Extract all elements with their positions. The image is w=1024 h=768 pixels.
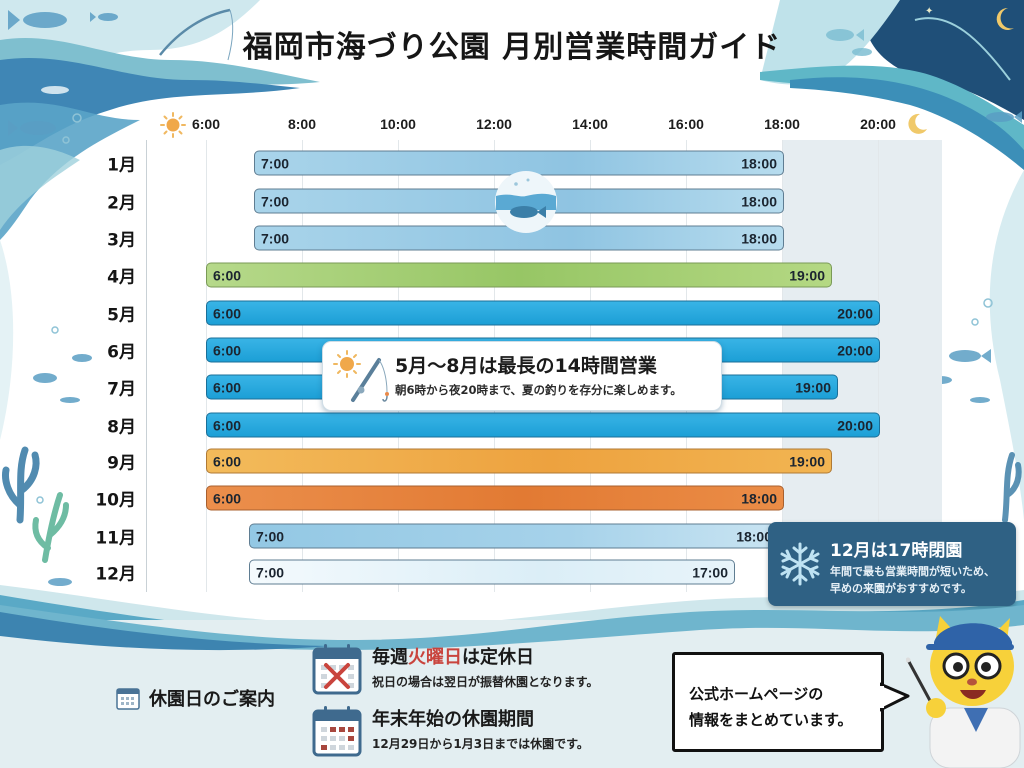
month-label: 9月: [107, 453, 136, 474]
tick-label: 16:00: [668, 116, 704, 132]
open-time: 6:00: [213, 417, 242, 433]
hours-bar-sep: 6:00 19:00: [206, 448, 832, 474]
gridline-20: [878, 140, 879, 592]
tick-label: 6:00: [191, 116, 221, 132]
close-time: 20:00: [837, 417, 873, 433]
open-time: 7:00: [256, 528, 285, 544]
winter-callout-line: 年間で最も営業時間が短いため、: [830, 565, 995, 578]
open-time: 6:00: [213, 305, 242, 321]
month-label: 7月: [107, 379, 136, 400]
new-year-closure-info: 年末年始の休園期間 12月29日から1月3日までは休園です。: [312, 705, 589, 757]
gridline-6: [206, 140, 207, 592]
close-time: 20:00: [837, 342, 873, 358]
hours-bar-oct: 6:00 18:00: [206, 485, 784, 511]
december-closing-callout: 12月は17時閉園 年間で最も営業時間が短いため、 早めの来園がおすすめです。: [768, 522, 1016, 606]
summer-callout-text: 朝6時から夜20時まで、夏の釣りを存分に楽しめます。: [395, 383, 682, 397]
tick-label: 20:00: [860, 116, 896, 132]
svg-text:✦: ✦: [925, 6, 933, 17]
fish-badge-icon: [495, 171, 557, 233]
calendar-holiday-icon: [312, 706, 362, 757]
weekly-closure-text: 祝日の場合は翌日が振替休園となります。: [372, 675, 599, 689]
calendar-icon: [116, 688, 140, 710]
tick-label: 8:00: [287, 116, 317, 132]
close-time: 19:00: [789, 267, 825, 283]
summer-hours-callout: 5月〜8月は最長の14時間営業 朝6時から夜20時まで、夏の釣りを存分に楽しめま…: [322, 341, 722, 411]
tick-label: 18:00: [764, 116, 800, 132]
speech-line: 情報をまとめています。: [689, 711, 853, 729]
new-year-closure-heading: 年末年始の休園期間: [372, 709, 534, 730]
close-time: 18:00: [741, 230, 777, 246]
summer-callout-heading: 5月〜8月は最長の14時間営業: [395, 355, 657, 377]
close-time: 18:00: [741, 155, 777, 171]
y-axis-line: [146, 140, 147, 592]
close-time: 18:00: [741, 193, 777, 209]
hours-bar-nov: 7:00 18:00: [249, 523, 779, 549]
hours-bar-apr: 6:00 19:00: [206, 262, 832, 288]
month-label: 10月: [95, 490, 136, 511]
cat-mascot-illustration: [906, 616, 1021, 768]
close-time: 17:00: [692, 564, 728, 580]
close-time: 18:00: [736, 528, 772, 544]
closed-days-heading-text: 休園日のご案内: [149, 689, 275, 710]
hours-bar-jan: 7:00 18:00: [254, 150, 784, 176]
open-time: 7:00: [256, 564, 285, 580]
month-label: 11月: [95, 528, 136, 549]
month-label: 4月: [107, 267, 136, 288]
month-label: 8月: [107, 417, 136, 438]
open-time: 6:00: [213, 379, 242, 395]
close-time: 18:00: [741, 490, 777, 506]
calendar-cross-icon: [312, 644, 362, 695]
month-label: 6月: [107, 342, 136, 363]
weekly-closure-heading: 毎週火曜日は定休日: [372, 643, 598, 669]
tuesday-highlight: 火曜日: [408, 647, 462, 668]
month-label: 12月: [95, 564, 136, 585]
heading-part: 毎週: [372, 647, 408, 668]
close-time: 19:00: [789, 453, 825, 469]
hours-bar-may: 6:00 20:00: [206, 300, 880, 326]
tick-label: 12:00: [476, 116, 512, 132]
new-year-closure-text: 12月29日から1月3日までは休園です。: [372, 737, 589, 751]
hours-bar-dec: 7:00 17:00: [249, 559, 735, 585]
sun-icon: [160, 112, 186, 138]
month-label: 1月: [107, 155, 136, 176]
open-time: 6:00: [213, 267, 242, 283]
sun-fishing-rod-icon: [333, 350, 389, 402]
month-label: 5月: [107, 305, 136, 326]
month-label: 2月: [107, 193, 136, 214]
evening-shade-region: [782, 140, 942, 592]
gridline-8: [302, 140, 303, 592]
heading-part: は定休日: [462, 647, 534, 668]
weekly-closure-info: 毎週火曜日は定休日 祝日の場合は翌日が振替休園となります。: [312, 643, 598, 695]
winter-callout-heading: 12月は17時閉園: [830, 541, 963, 561]
close-time: 20:00: [837, 305, 873, 321]
open-time: 6:00: [213, 453, 242, 469]
close-time: 19:00: [795, 379, 831, 395]
hours-bar-aug: 6:00 20:00: [206, 412, 880, 438]
open-time: 6:00: [213, 342, 242, 358]
gridline-18: [782, 140, 783, 592]
snowflake-icon: [780, 542, 820, 586]
speech-line: 公式ホームページの: [689, 685, 824, 703]
tick-label: 10:00: [380, 116, 416, 132]
closed-days-heading: 休園日のご案内: [115, 685, 275, 711]
open-time: 7:00: [261, 230, 290, 246]
speech-bubble-tail: [880, 682, 910, 712]
tick-label: 14:00: [572, 116, 608, 132]
open-time: 6:00: [213, 490, 242, 506]
winter-callout-line: 早めの来園がおすすめです。: [830, 582, 972, 595]
month-label: 3月: [107, 230, 136, 251]
open-time: 7:00: [261, 155, 290, 171]
winter-callout-text: 年間で最も営業時間が短いため、 早めの来園がおすすめです。: [830, 563, 995, 597]
moon-icon: [908, 113, 927, 134]
page-title: 福岡市海づり公園 月別営業時間ガイド: [242, 30, 782, 65]
open-time: 7:00: [261, 193, 290, 209]
mascot-speech-bubble: 公式ホームページの 情報をまとめています。: [672, 652, 884, 752]
